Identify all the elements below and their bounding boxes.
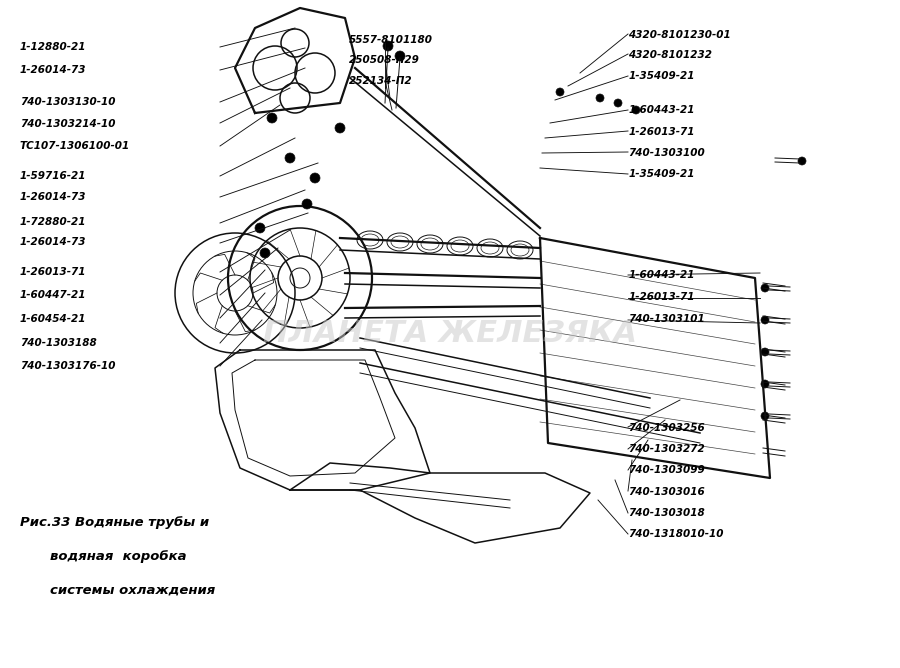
Text: 1-60447-21: 1-60447-21 bbox=[20, 291, 86, 300]
Text: ТС107-1306100-01: ТС107-1306100-01 bbox=[20, 141, 130, 150]
Circle shape bbox=[761, 412, 769, 420]
Circle shape bbox=[395, 51, 405, 61]
Text: 1-60443-21: 1-60443-21 bbox=[628, 106, 695, 115]
Text: 1-60443-21: 1-60443-21 bbox=[628, 271, 695, 280]
Circle shape bbox=[335, 123, 345, 133]
Circle shape bbox=[255, 223, 265, 233]
Circle shape bbox=[614, 99, 622, 107]
Text: 1-35409-21: 1-35409-21 bbox=[628, 71, 695, 81]
Circle shape bbox=[267, 113, 277, 123]
Circle shape bbox=[310, 173, 320, 183]
Text: 740-1318010-10: 740-1318010-10 bbox=[628, 530, 724, 539]
Circle shape bbox=[383, 41, 393, 51]
Text: 740-1303256: 740-1303256 bbox=[628, 423, 705, 432]
Text: 252134-П2: 252134-П2 bbox=[349, 77, 413, 86]
Circle shape bbox=[761, 284, 769, 292]
Circle shape bbox=[761, 380, 769, 388]
Circle shape bbox=[302, 199, 312, 209]
Text: 740-1303099: 740-1303099 bbox=[628, 466, 705, 475]
Text: 740-1303100: 740-1303100 bbox=[628, 148, 705, 158]
Circle shape bbox=[285, 153, 295, 163]
Text: ПЛАНЕТА ЖЕЛЕЗЯКА: ПЛАНЕТА ЖЕЛЕЗЯКА bbox=[263, 319, 637, 349]
Text: водяная  коробка: водяная коробка bbox=[50, 550, 186, 563]
Circle shape bbox=[260, 248, 270, 258]
Circle shape bbox=[556, 88, 564, 96]
Text: 1-26013-71: 1-26013-71 bbox=[20, 267, 86, 277]
Circle shape bbox=[596, 94, 604, 102]
Text: 1-35409-21: 1-35409-21 bbox=[628, 170, 695, 179]
Text: 740-1303214-10: 740-1303214-10 bbox=[20, 119, 115, 128]
Text: 740-1303101: 740-1303101 bbox=[628, 315, 705, 324]
Text: 4320-8101230-01: 4320-8101230-01 bbox=[628, 30, 731, 39]
Text: 740-1303188: 740-1303188 bbox=[20, 339, 96, 348]
Text: 740-1303016: 740-1303016 bbox=[628, 487, 705, 496]
Text: 1-26013-71: 1-26013-71 bbox=[628, 127, 695, 136]
Text: 740-1303130-10: 740-1303130-10 bbox=[20, 98, 115, 107]
Text: 1-26014-73: 1-26014-73 bbox=[20, 65, 86, 75]
Text: 250508-П29: 250508-П29 bbox=[349, 55, 420, 65]
Text: 1-26014-73: 1-26014-73 bbox=[20, 192, 86, 202]
Text: системы охлаждения: системы охлаждения bbox=[50, 584, 215, 597]
Text: 1-59716-21: 1-59716-21 bbox=[20, 171, 86, 180]
Text: 4320-8101232: 4320-8101232 bbox=[628, 50, 712, 59]
Text: 1-72880-21: 1-72880-21 bbox=[20, 218, 86, 227]
Text: 1-26013-71: 1-26013-71 bbox=[628, 293, 695, 302]
Text: 740-1303272: 740-1303272 bbox=[628, 444, 705, 454]
Text: 740-1303018: 740-1303018 bbox=[628, 508, 705, 518]
Text: Рис.33 Водяные трубы и: Рис.33 Водяные трубы и bbox=[20, 516, 209, 529]
Circle shape bbox=[761, 316, 769, 324]
Text: 1-60454-21: 1-60454-21 bbox=[20, 314, 86, 323]
Circle shape bbox=[798, 157, 806, 165]
Text: 5557-8101180: 5557-8101180 bbox=[349, 35, 433, 45]
Circle shape bbox=[632, 106, 640, 114]
Text: 1-12880-21: 1-12880-21 bbox=[20, 42, 86, 51]
Text: 740-1303176-10: 740-1303176-10 bbox=[20, 361, 115, 371]
Circle shape bbox=[761, 348, 769, 356]
Text: 1-26014-73: 1-26014-73 bbox=[20, 238, 86, 247]
